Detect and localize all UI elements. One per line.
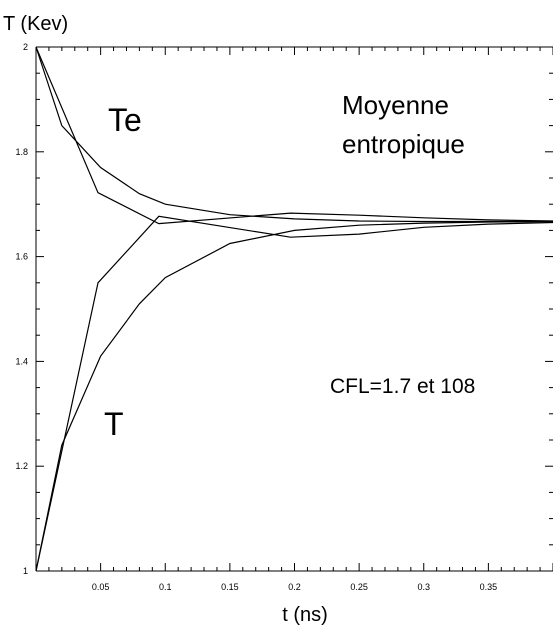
x-tick-label: 0.3	[417, 582, 430, 592]
y-axis-label: T (Kev)	[3, 13, 68, 35]
x-axis-label: t (ns)	[282, 604, 328, 626]
y-axis-ticks: 1 1.2 1.4 1.6 1.8 2	[15, 42, 553, 576]
method-label-line2: entropique	[342, 129, 465, 159]
x-tick-label: 0.35	[480, 582, 498, 592]
series-line-2	[35, 46, 553, 225]
method-label-line1: Moyenne	[342, 90, 449, 120]
y-tick-label: 1	[23, 566, 28, 576]
series-line-4	[35, 215, 553, 572]
series-lines	[35, 46, 553, 572]
series-line-3	[35, 220, 553, 572]
x-axis-ticks: 0.05 0.1 0.15 0.2 0.25 0.3 0.35	[35, 47, 553, 592]
cfl-annotation: CFL=1.7 et 108	[330, 375, 475, 398]
x-tick-label: 0.05	[92, 582, 110, 592]
x-tick-label: 0.15	[221, 582, 239, 592]
y-tick-label: 1.6	[15, 252, 28, 262]
te-curve-label: Te	[108, 102, 142, 138]
x-tick-label: 0.2	[288, 582, 301, 592]
y-tick-label: 1.8	[15, 147, 28, 157]
series-line-1	[35, 46, 553, 223]
x-tick-label: 0.25	[350, 582, 368, 592]
x-tick-label: 0.1	[159, 582, 172, 592]
y-tick-label: 1.4	[15, 356, 28, 366]
y-tick-label: 2	[23, 42, 28, 52]
y-tick-label: 1.2	[15, 461, 28, 471]
t-curve-label: T	[104, 406, 124, 442]
